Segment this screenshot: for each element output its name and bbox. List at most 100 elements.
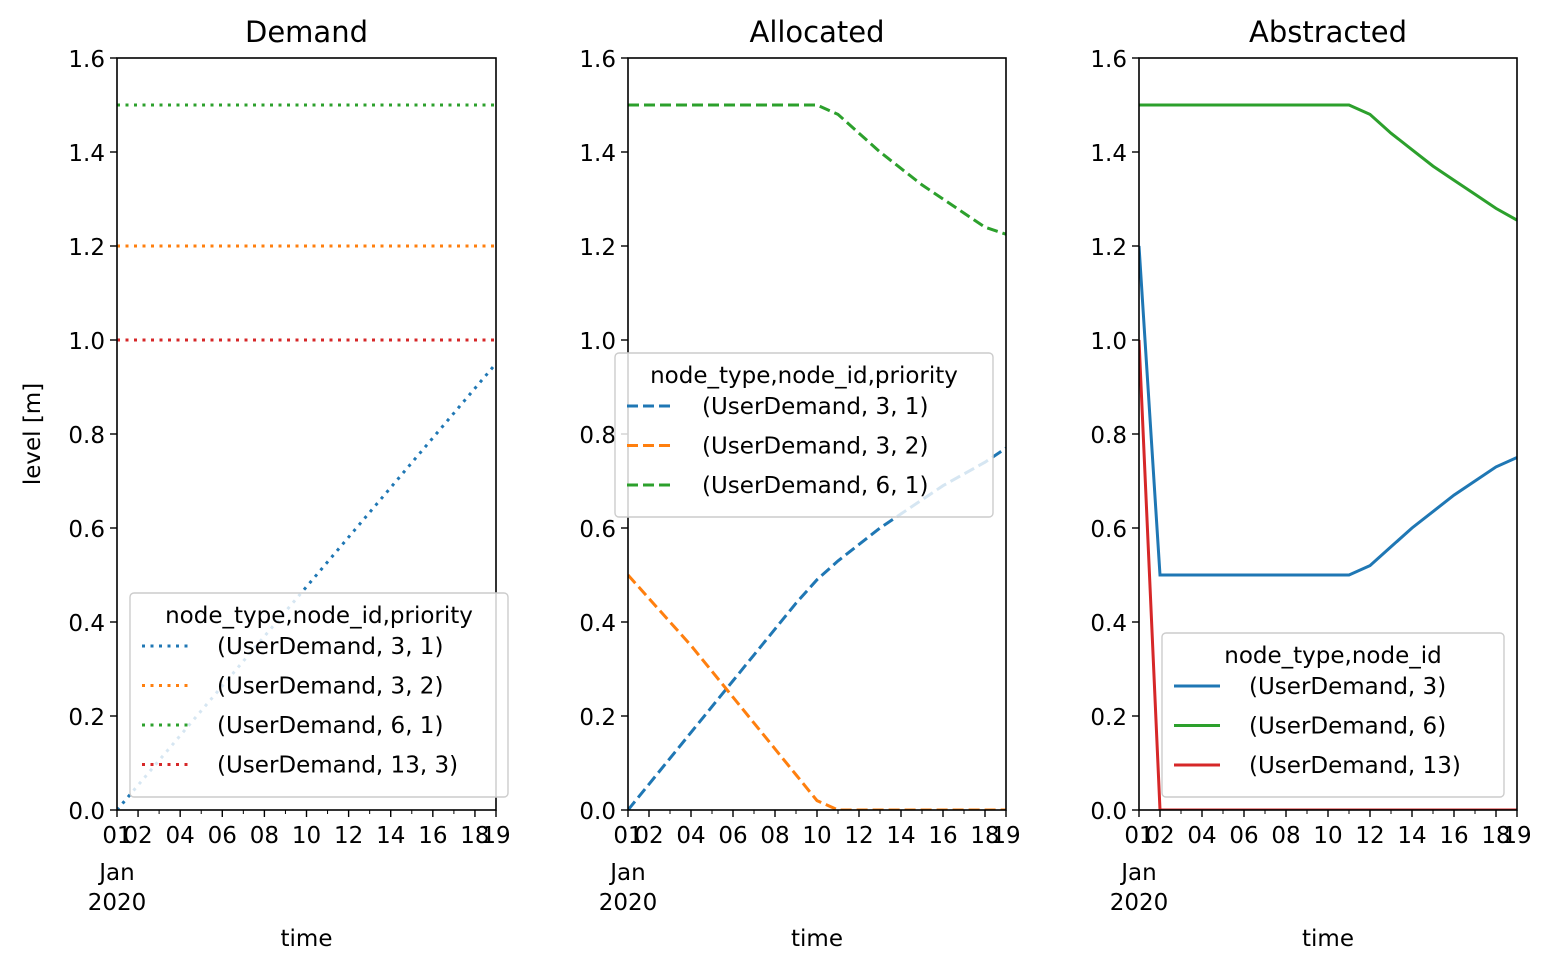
x-axis-label: time	[281, 926, 333, 952]
legend-entry: (UserDemand, 13, 3)	[217, 753, 458, 779]
legend-title: node_type,node_id	[1224, 643, 1441, 669]
x-tick-year: 2020	[1110, 890, 1169, 916]
y-tick-label: 1.2	[68, 235, 105, 261]
series-line-3	[628, 103, 1006, 236]
x-axis-label: time	[1302, 926, 1354, 952]
chart-title: Abstracted	[1249, 15, 1407, 49]
x-tick-label: 02	[123, 823, 152, 849]
x-tick-label: 10	[1313, 823, 1342, 849]
chart-panel-3: Abstracted0.00.20.40.60.81.01.21.41.6010…	[1090, 15, 1531, 952]
y-tick-label: 1.6	[68, 47, 105, 73]
x-tick-label: 06	[208, 823, 237, 849]
legend-entry: (UserDemand, 13)	[1249, 753, 1461, 779]
x-tick-label: 04	[166, 823, 195, 849]
axes-frame	[116, 57, 497, 811]
x-tick-label: 12	[844, 823, 873, 849]
y-tick-label: 1.2	[1090, 235, 1127, 261]
legend-entry: (UserDemand, 6, 1)	[217, 713, 443, 739]
y-tick-label: 0.2	[68, 705, 105, 731]
y-tick-label: 0.4	[579, 611, 616, 637]
legend-entry: (UserDemand, 3, 2)	[217, 674, 443, 700]
x-tick-month: Jan	[97, 860, 134, 886]
x-tick-label: 12	[1355, 823, 1384, 849]
x-tick-label: 16	[928, 823, 957, 849]
y-tick-label: 0.8	[1090, 423, 1127, 449]
legend-entry: (UserDemand, 3, 1)	[702, 394, 928, 420]
y-tick-label: 1.0	[68, 329, 105, 355]
x-tick-label: 16	[418, 823, 447, 849]
x-tick-label: 08	[250, 823, 279, 849]
legend-box	[1161, 632, 1505, 798]
legend-box	[614, 352, 994, 518]
y-tick-label: 0.4	[1090, 611, 1127, 637]
y-tick-label: 0.0	[579, 799, 616, 825]
x-tick-label: 19	[481, 823, 510, 849]
x-tick-label: 10	[292, 823, 321, 849]
y-tick-label: 1.4	[68, 141, 105, 167]
x-tick-label: 01	[1124, 823, 1153, 849]
x-tick-label: 02	[634, 823, 663, 849]
y-tick-label: 1.6	[1090, 47, 1127, 73]
x-tick-label: 04	[1187, 823, 1216, 849]
x-tick-label: 14	[1397, 823, 1426, 849]
y-tick-label: 0.6	[68, 517, 105, 543]
series-line-1	[1139, 245, 1517, 577]
x-tick-label: 16	[1439, 823, 1468, 849]
x-axis-label: time	[791, 926, 843, 952]
y-tick-label: 0.2	[579, 705, 616, 731]
x-tick-label: 10	[802, 823, 831, 849]
x-tick-label: 19	[991, 823, 1020, 849]
y-axis-label: level [m]	[20, 383, 46, 485]
chart-panel-2: Allocated 0.0 0.2 0.4 0.6 0.8 1.0 1.2 1.4 1.6 0102…	[579, 15, 1020, 952]
x-tick-month: Jan	[1119, 860, 1156, 886]
y-tick-label: 1.0	[579, 329, 616, 355]
legend: node_type,node_id,priority (UserDemand, 3…	[614, 352, 994, 518]
x-tick-label: 19	[1502, 823, 1531, 849]
y-tick-label: 0.8	[68, 423, 105, 449]
y-tick-label: 0.6	[1090, 517, 1127, 543]
legend-entry: (UserDemand, 6)	[1249, 714, 1446, 740]
legend-entry: (UserDemand, 3)	[1249, 674, 1446, 700]
y-tick-label: 1.2	[579, 235, 616, 261]
legend-title: node_type,node_id,priority	[165, 603, 473, 629]
x-tick-year: 2020	[88, 890, 147, 916]
x-tick-label: 18	[970, 823, 999, 849]
axes-frame	[1138, 57, 1518, 811]
x-tick-label: 14	[886, 823, 915, 849]
y-tick-label: 1.6	[579, 47, 616, 73]
legend: node_type,node_id,priority (UserDemand, 3…	[129, 592, 509, 798]
x-tick-label: 14	[376, 823, 405, 849]
y-tick-label: 1.4	[1090, 141, 1127, 167]
x-tick-label: 08	[1271, 823, 1300, 849]
x-tick-label: 02	[1145, 823, 1174, 849]
chart-title: Allocated	[749, 15, 884, 49]
x-tick-label: 08	[760, 823, 789, 849]
legend-box	[129, 592, 509, 798]
series-line-2	[628, 574, 1006, 810]
x-tick-year: 2020	[599, 890, 658, 916]
y-tick-label: 1.0	[1090, 329, 1127, 355]
x-tick-month: Jan	[608, 860, 645, 886]
x-tick-label: 12	[334, 823, 363, 849]
legend: node_type,node_id (UserDemand, 3) (UserDem…	[1161, 632, 1505, 798]
x-tick-label: 06	[1229, 823, 1258, 849]
x-tick-label: 01	[102, 823, 131, 849]
series-line-3	[1139, 339, 1517, 810]
legend-entry: (UserDemand, 3, 2)	[702, 434, 928, 460]
x-tick-label: 18	[1481, 823, 1510, 849]
y-tick-label: 0.0	[68, 799, 105, 825]
series-line-2	[1139, 103, 1517, 222]
chart-title: Demand	[245, 15, 368, 49]
x-tick-label: 04	[676, 823, 705, 849]
legend-entry: (UserDemand, 6, 1)	[702, 473, 928, 499]
legend-title: node_type,node_id,priority	[650, 363, 958, 389]
y-tick-label: 0.8	[579, 423, 616, 449]
x-tick-label: 06	[718, 823, 747, 849]
y-tick-label: 0.4	[68, 611, 105, 637]
legend-entry: (UserDemand, 3, 1)	[217, 634, 443, 660]
x-tick-label: 18	[460, 823, 489, 849]
y-tick-label: 0.0	[1090, 799, 1127, 825]
x-tick-label: 01	[613, 823, 642, 849]
